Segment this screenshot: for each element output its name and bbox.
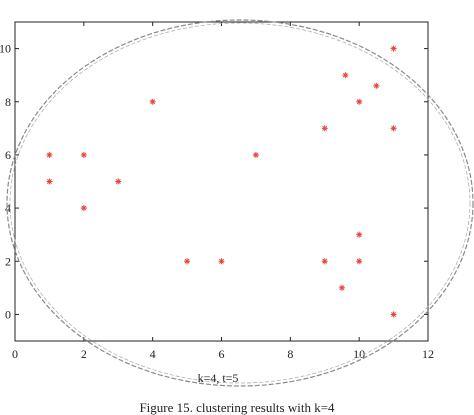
parameter-annotation: k=4, t=5 (198, 371, 239, 385)
y-tick-label-5: 10 (0, 42, 11, 56)
axis-ticks (14, 22, 429, 341)
data-point-18 (390, 125, 397, 132)
data-point-7 (218, 258, 225, 265)
data-point-8 (252, 151, 259, 158)
data-point-4 (115, 178, 122, 185)
data-point-0 (46, 151, 53, 158)
x-tick-label-6: 12 (422, 347, 434, 361)
y-tick-label-4: 8 (5, 95, 11, 109)
data-point-16 (373, 82, 380, 89)
data-points (46, 45, 397, 318)
data-point-12 (342, 72, 349, 79)
figure-caption: Figure 15. clustering results with k=4 (139, 400, 335, 415)
cluster-outline-inner (9, 22, 471, 384)
x-tick-label-0: 0 (12, 347, 18, 361)
x-tick-label-1: 2 (81, 347, 87, 361)
plot-frame (14, 21, 429, 342)
data-point-11 (338, 284, 345, 291)
data-point-13 (356, 98, 363, 105)
data-point-15 (356, 258, 363, 265)
data-point-1 (46, 178, 53, 185)
data-point-2 (80, 151, 87, 158)
axis-tick-labels: 0 2 4 6 8 10 12 0 2 4 6 8 10 (0, 42, 434, 361)
data-point-14 (356, 231, 363, 238)
x-tick-label-5: 10 (353, 347, 365, 361)
data-point-17 (390, 45, 397, 52)
y-tick-label-3: 6 (5, 148, 11, 162)
data-point-6 (184, 258, 191, 265)
data-point-3 (80, 205, 87, 212)
y-tick-label-1: 2 (5, 254, 11, 268)
data-point-5 (149, 98, 156, 105)
data-point-10 (321, 258, 328, 265)
x-tick-label-3: 6 (219, 347, 225, 361)
cluster-outline (6, 19, 474, 387)
y-tick-label-0: 0 (5, 307, 11, 321)
x-tick-label-2: 4 (150, 347, 156, 361)
x-tick-label-4: 8 (287, 347, 293, 361)
data-point-19 (390, 311, 397, 318)
data-point-9 (321, 125, 328, 132)
y-tick-label-2: 4 (5, 201, 11, 215)
